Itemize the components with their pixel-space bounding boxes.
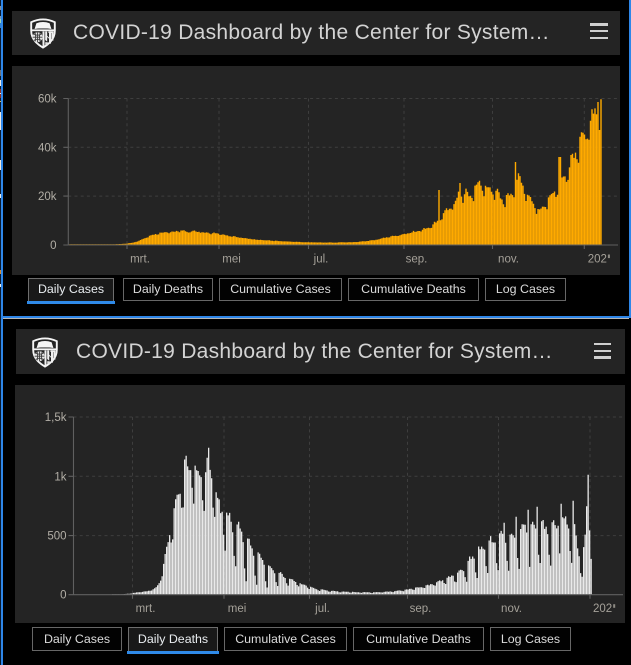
svg-text:60k: 60k [38,94,57,106]
svg-text:mrt.: mrt. [130,254,150,266]
svg-text:mei: mei [222,254,241,266]
svg-text:mei: mei [228,603,247,615]
svg-text:20k: 20k [38,191,57,203]
svg-text:jul.: jul. [314,603,330,615]
svg-text:nov.: nov. [498,254,519,266]
svg-text:500: 500 [47,531,66,543]
svg-text:1k: 1k [54,471,66,483]
svg-text:0: 0 [60,590,66,602]
svg-text:202: 202 [588,254,607,266]
svg-text:nov.: nov. [501,603,522,615]
svg-text:jul.: jul. [313,254,329,266]
svg-text:mrt.: mrt. [136,603,156,615]
svg-text:sep.: sep. [406,254,428,266]
svg-text:0: 0 [50,240,56,252]
svg-text:202: 202 [593,603,612,615]
svg-text:40k: 40k [38,142,57,154]
svg-text:1,5k: 1,5k [45,412,67,424]
svg-text:sep.: sep. [410,603,432,615]
